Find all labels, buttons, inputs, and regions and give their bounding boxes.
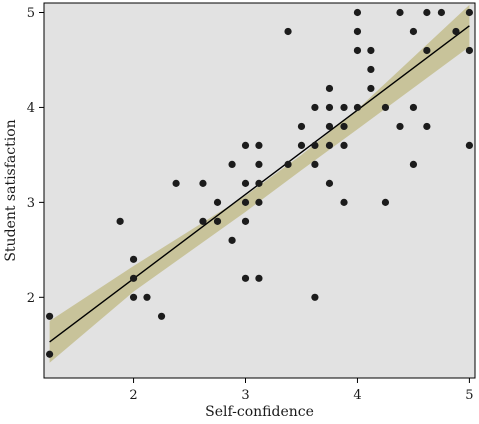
data-point [325, 122, 334, 131]
data-point [409, 160, 418, 168]
data-point [228, 160, 236, 168]
data-point [465, 8, 474, 17]
data-point [284, 160, 292, 168]
data-point [325, 103, 334, 112]
data-point [325, 84, 334, 93]
data-point [367, 46, 375, 55]
data-point [45, 312, 54, 320]
data-point [409, 27, 418, 36]
plot-frame [43, 2, 476, 379]
data-point [340, 122, 348, 131]
data-point [423, 122, 431, 131]
x-tick-label: 4 [353, 388, 361, 403]
data-point [129, 274, 138, 282]
x-tick-label: 2 [129, 388, 137, 403]
data-point [241, 179, 250, 187]
data-point [241, 198, 250, 206]
data-point [199, 179, 207, 187]
confidence-band [49, 4, 470, 363]
data-point [465, 46, 474, 55]
data-point [353, 8, 362, 17]
data-point [241, 274, 250, 282]
data-point [367, 65, 375, 74]
data-point [241, 217, 250, 225]
data-point [381, 103, 390, 112]
data-point [129, 293, 138, 301]
data-point [157, 312, 166, 320]
x-tick-label: 5 [465, 388, 473, 403]
data-point [311, 293, 319, 301]
data-point [367, 84, 375, 93]
confidence-band-layer [49, 4, 470, 363]
data-point [423, 46, 431, 55]
data-point [228, 236, 236, 244]
x-axis-title: Self-confidence [205, 404, 314, 420]
data-point [325, 179, 334, 187]
data-point [423, 8, 431, 17]
data-point [297, 122, 306, 131]
data-point [129, 255, 138, 263]
data-point [255, 141, 263, 150]
y-tick-label: 4 [27, 101, 35, 116]
data-point [255, 160, 263, 168]
data-point [311, 160, 319, 168]
y-tick-label: 5 [27, 6, 35, 21]
data-point [311, 103, 319, 112]
y-axis-title: Student satisfaction [3, 119, 19, 261]
data-point [297, 141, 306, 150]
data-point [116, 217, 124, 225]
data-point [353, 103, 362, 112]
data-point [172, 179, 180, 187]
data-point [340, 141, 348, 150]
data-point [311, 141, 319, 150]
data-point [255, 198, 263, 206]
axes: 2 3 4 5 2 3 4 5 [27, 2, 476, 403]
y-tick-label: 3 [27, 196, 35, 211]
data-point [199, 217, 207, 225]
data-point [381, 198, 390, 206]
data-point [353, 46, 362, 55]
data-point [353, 27, 362, 36]
data-point [241, 141, 250, 150]
data-point [340, 103, 348, 112]
data-point [452, 27, 460, 36]
data-point [213, 217, 222, 225]
data-point [409, 103, 418, 112]
data-point [325, 141, 334, 150]
data-point [213, 198, 222, 206]
data-points [45, 8, 474, 358]
data-point [396, 8, 404, 17]
data-point [143, 293, 151, 301]
data-point [340, 198, 348, 206]
data-point [396, 122, 404, 131]
data-point [465, 141, 474, 150]
data-point [255, 274, 263, 282]
data-point [284, 27, 292, 36]
x-tick-label: 3 [241, 388, 249, 403]
data-point [437, 8, 446, 17]
data-point [255, 179, 263, 187]
y-tick-label: 2 [27, 291, 35, 306]
data-point [45, 350, 54, 358]
